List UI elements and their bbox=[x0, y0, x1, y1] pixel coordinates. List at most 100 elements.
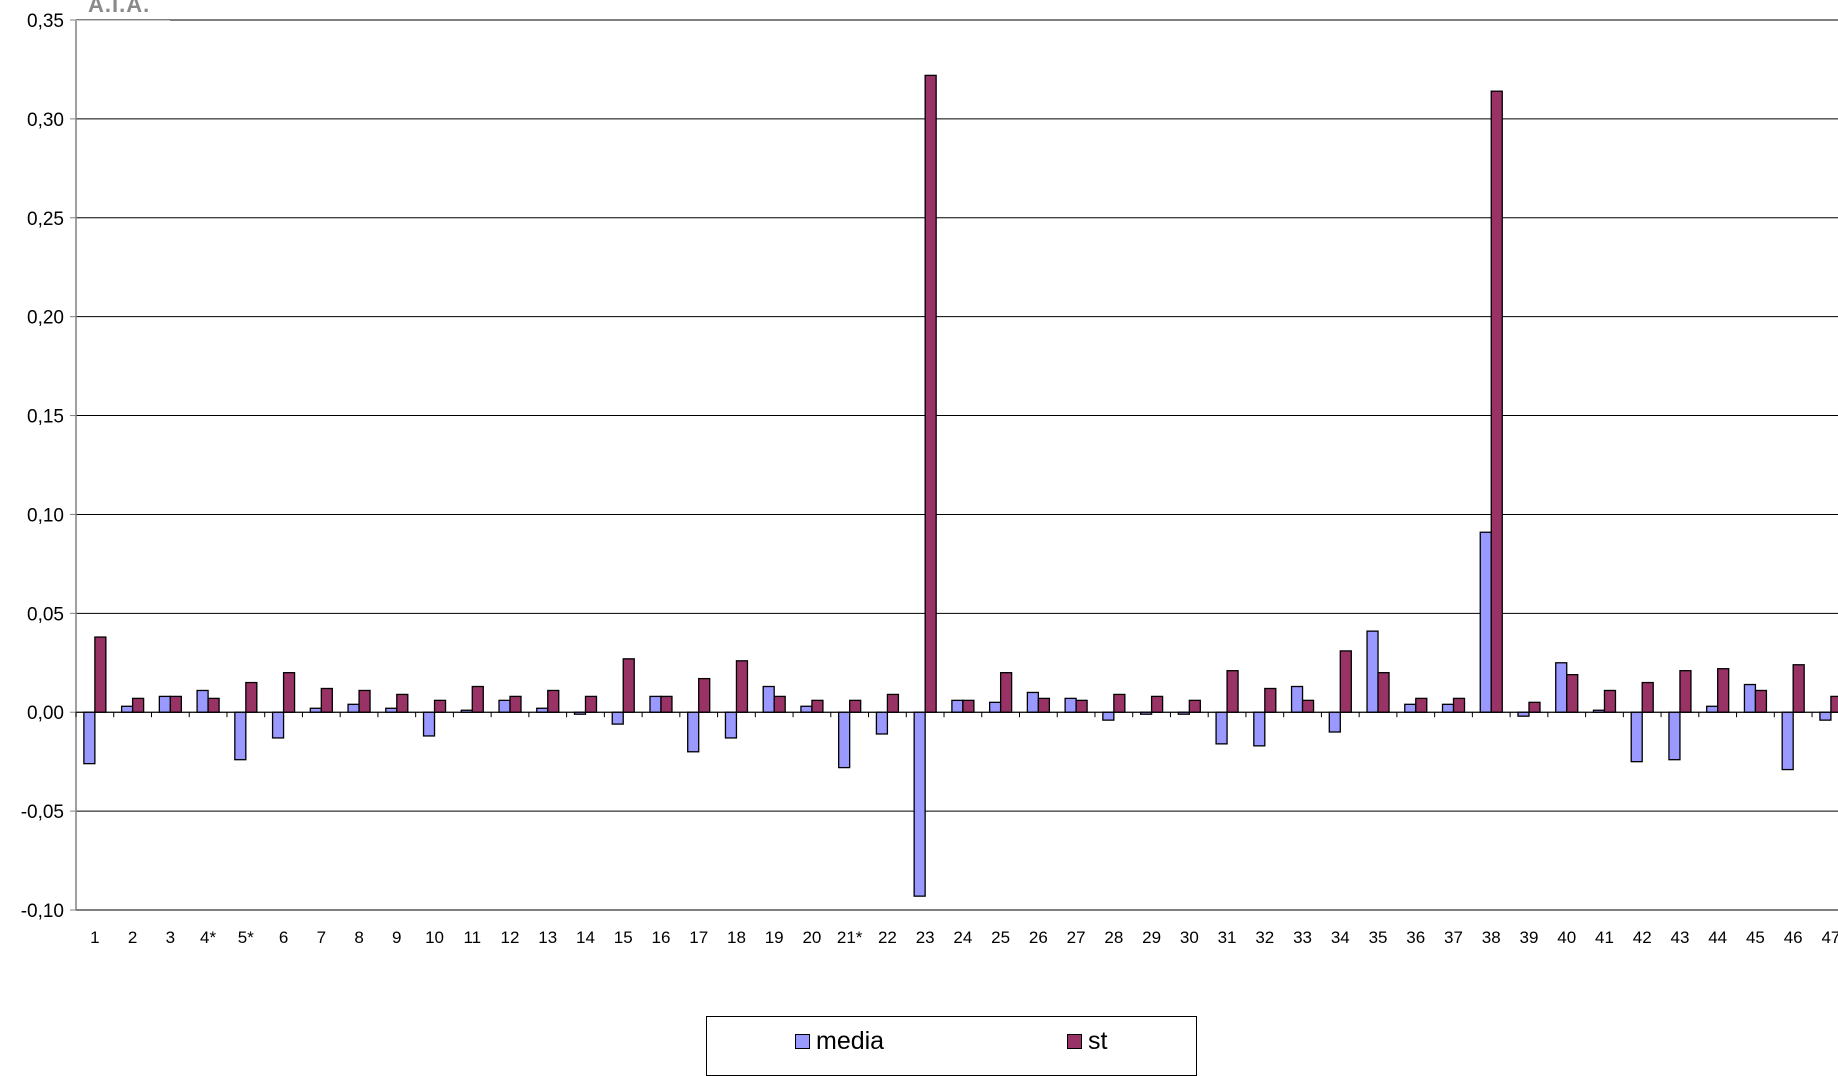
x-tick-label: 36 bbox=[1406, 928, 1425, 947]
bar-media bbox=[120, 705, 134, 713]
x-tick-label: 24 bbox=[953, 928, 972, 947]
bar-st bbox=[735, 660, 749, 713]
x-tick-label: 20 bbox=[802, 928, 821, 947]
x-tick-label: 42 bbox=[1633, 928, 1652, 947]
x-tick-label: 40 bbox=[1557, 928, 1576, 947]
bar-media bbox=[838, 711, 851, 769]
logo-text: A.I.A. bbox=[88, 0, 151, 17]
bar-st bbox=[622, 658, 635, 713]
x-tick-label: 14 bbox=[576, 928, 595, 947]
x-tick-label: 32 bbox=[1255, 928, 1274, 947]
y-tick-label: 0,10 bbox=[27, 505, 64, 526]
x-tick-label: 16 bbox=[652, 928, 671, 947]
bar-st bbox=[698, 677, 711, 713]
bar-st bbox=[1679, 670, 1692, 713]
bar-media bbox=[422, 711, 436, 737]
legend-swatch-st bbox=[1067, 1034, 1082, 1049]
bar-media bbox=[1290, 685, 1304, 713]
bar-media bbox=[309, 707, 322, 713]
bar-media bbox=[347, 703, 360, 713]
legend-label-st: st bbox=[1088, 1027, 1108, 1055]
bar-st bbox=[811, 699, 824, 713]
x-tick-label: 46 bbox=[1784, 928, 1803, 947]
x-tick-label: 10 bbox=[425, 928, 444, 947]
x-tick-label: 12 bbox=[501, 928, 520, 947]
bar-st bbox=[1452, 697, 1466, 713]
x-tick-label: 43 bbox=[1670, 928, 1689, 947]
bar-media bbox=[1328, 711, 1341, 733]
bar-st bbox=[1226, 670, 1239, 713]
bar-st bbox=[1566, 673, 1579, 713]
x-tick-label: 29 bbox=[1142, 928, 1161, 947]
bar-st bbox=[207, 697, 220, 713]
x-tick-label: 5* bbox=[238, 928, 254, 947]
bar-media bbox=[1479, 531, 1492, 713]
legend-swatch-media bbox=[795, 1034, 810, 1049]
bar-st bbox=[131, 697, 145, 713]
x-tick-label: 18 bbox=[727, 928, 746, 947]
bar-st bbox=[1717, 668, 1730, 713]
bar-st bbox=[1113, 693, 1126, 713]
bar-st bbox=[1641, 681, 1654, 713]
bar-media bbox=[1517, 711, 1530, 717]
bar-media bbox=[196, 689, 209, 713]
bar-st bbox=[1188, 699, 1201, 713]
bar-media bbox=[988, 701, 1002, 713]
y-tick-label: -0,05 bbox=[21, 802, 64, 823]
bar-st bbox=[1754, 689, 1768, 713]
bar-media bbox=[1743, 683, 1757, 713]
bar-media bbox=[913, 711, 926, 897]
legend-label-media: media bbox=[816, 1027, 885, 1055]
x-tick-label: 26 bbox=[1029, 928, 1048, 947]
y-tick-label: 0,00 bbox=[27, 703, 64, 724]
bar-media bbox=[1630, 711, 1643, 763]
x-tick-label: 30 bbox=[1180, 928, 1199, 947]
x-tick-label: 19 bbox=[765, 928, 784, 947]
bar-st bbox=[886, 693, 900, 713]
bar-st bbox=[962, 699, 975, 713]
legend: media st bbox=[706, 1016, 1197, 1076]
bar-st bbox=[999, 672, 1013, 713]
bar-st bbox=[1792, 664, 1805, 713]
logo-underline bbox=[76, 20, 170, 21]
bar-st bbox=[1377, 672, 1390, 713]
x-tick-label: 45 bbox=[1746, 928, 1765, 947]
bar-media bbox=[875, 711, 889, 735]
bar-media bbox=[536, 707, 549, 713]
bar-st bbox=[1830, 695, 1838, 713]
x-tick-label: 37 bbox=[1444, 928, 1463, 947]
bar-st bbox=[773, 695, 786, 713]
bar-st bbox=[396, 693, 409, 713]
y-tick-label: 0,30 bbox=[27, 110, 64, 131]
x-tick-label: 31 bbox=[1218, 928, 1237, 947]
bar-media bbox=[724, 711, 738, 739]
x-tick-label: 9 bbox=[392, 928, 401, 947]
bar-st bbox=[1301, 699, 1315, 713]
bar-media bbox=[498, 699, 511, 713]
bar-media bbox=[158, 695, 172, 713]
bar-media bbox=[1706, 705, 1719, 713]
bar-media bbox=[1668, 711, 1681, 761]
bar-media bbox=[1781, 711, 1794, 771]
x-tick-label: 23 bbox=[916, 928, 935, 947]
bar-media bbox=[1819, 711, 1832, 721]
x-tick-label: 41 bbox=[1595, 928, 1614, 947]
x-tick-label: 22 bbox=[878, 928, 897, 947]
x-tick-label: 33 bbox=[1293, 928, 1312, 947]
bar-st bbox=[1339, 650, 1352, 713]
y-tick-label: -0,10 bbox=[21, 901, 64, 922]
bar-st bbox=[924, 74, 937, 713]
x-tick-label: 28 bbox=[1104, 928, 1123, 947]
bar-media bbox=[800, 705, 813, 713]
y-tick-label: 0,20 bbox=[27, 308, 64, 329]
y-tick-label: 0,15 bbox=[27, 407, 64, 428]
bar-st bbox=[1528, 701, 1541, 713]
y-tick-label: 0,25 bbox=[27, 209, 64, 230]
bar-media bbox=[1102, 711, 1115, 721]
bar-media bbox=[83, 711, 96, 765]
bar-media bbox=[385, 707, 398, 713]
bar-st bbox=[509, 695, 522, 713]
bar-st bbox=[849, 699, 862, 713]
bar-media bbox=[234, 711, 247, 761]
bar-st bbox=[358, 689, 371, 713]
